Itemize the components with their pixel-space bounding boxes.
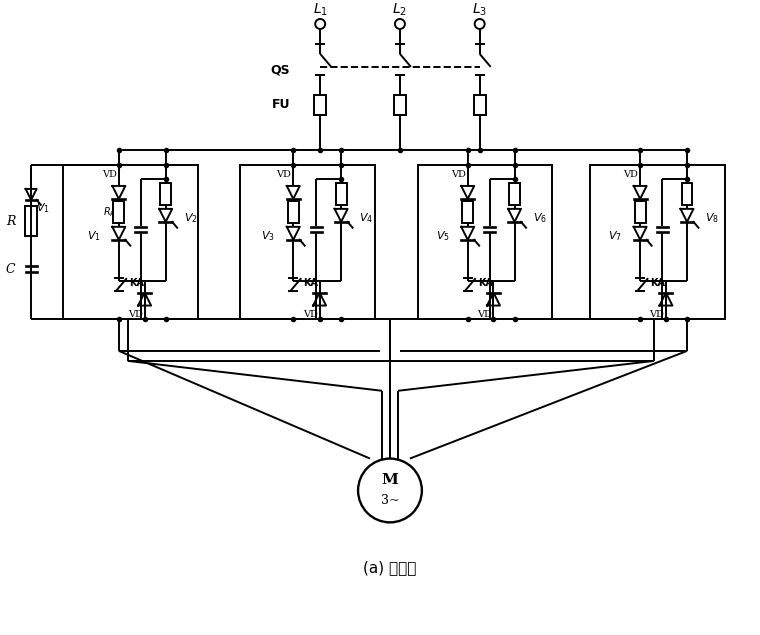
Text: $V_1$: $V_1$	[36, 201, 50, 215]
Text: KA: KA	[478, 278, 492, 288]
Text: VD: VD	[128, 309, 143, 319]
Bar	[635, 201, 646, 224]
Text: $V_{2}$: $V_{2}$	[184, 211, 198, 225]
Bar	[473, 95, 486, 115]
Text: $R_k$: $R_k$	[103, 206, 116, 219]
Bar	[63, 164, 198, 319]
Text: $V_{7}$: $V_{7}$	[608, 229, 622, 243]
Text: $L_2$: $L_2$	[392, 2, 407, 18]
Bar	[591, 164, 725, 319]
Bar	[462, 201, 473, 224]
Text: $L_3$: $L_3$	[472, 2, 487, 18]
Text: C: C	[5, 263, 15, 276]
Bar	[240, 164, 375, 319]
Text: KA: KA	[303, 278, 318, 288]
Text: $V_{6}$: $V_{6}$	[533, 211, 546, 225]
Text: VD: VD	[649, 309, 664, 319]
Text: FU: FU	[272, 98, 290, 111]
Text: (a) 主回路: (a) 主回路	[363, 559, 416, 575]
Text: VD: VD	[302, 309, 318, 319]
Text: KA: KA	[128, 278, 144, 288]
Bar	[682, 184, 692, 205]
Text: M: M	[382, 474, 398, 488]
Text: $V_{4}$: $V_{4}$	[359, 211, 373, 225]
Bar	[394, 95, 406, 115]
Text: VD: VD	[277, 170, 291, 179]
Bar	[288, 201, 299, 224]
Bar	[160, 184, 171, 205]
Text: $L_1$: $L_1$	[312, 2, 328, 18]
Bar	[25, 206, 37, 236]
Bar	[314, 95, 326, 115]
Text: KA: KA	[650, 278, 665, 288]
Text: $V_{5}$: $V_{5}$	[436, 229, 450, 243]
Text: VD: VD	[623, 170, 638, 179]
Text: VD: VD	[477, 309, 492, 319]
Text: $V_{3}$: $V_{3}$	[261, 229, 275, 243]
Text: QS: QS	[271, 64, 290, 76]
Text: VD: VD	[102, 170, 117, 179]
Text: R: R	[6, 215, 15, 228]
Text: VD: VD	[451, 170, 466, 179]
Text: $V_{1}$: $V_{1}$	[87, 229, 101, 243]
Bar	[509, 184, 520, 205]
Text: $V_{8}$: $V_{8}$	[705, 211, 719, 225]
Bar	[113, 201, 125, 224]
Text: 3~: 3~	[381, 494, 399, 507]
Bar	[336, 184, 347, 205]
Bar	[418, 164, 553, 319]
